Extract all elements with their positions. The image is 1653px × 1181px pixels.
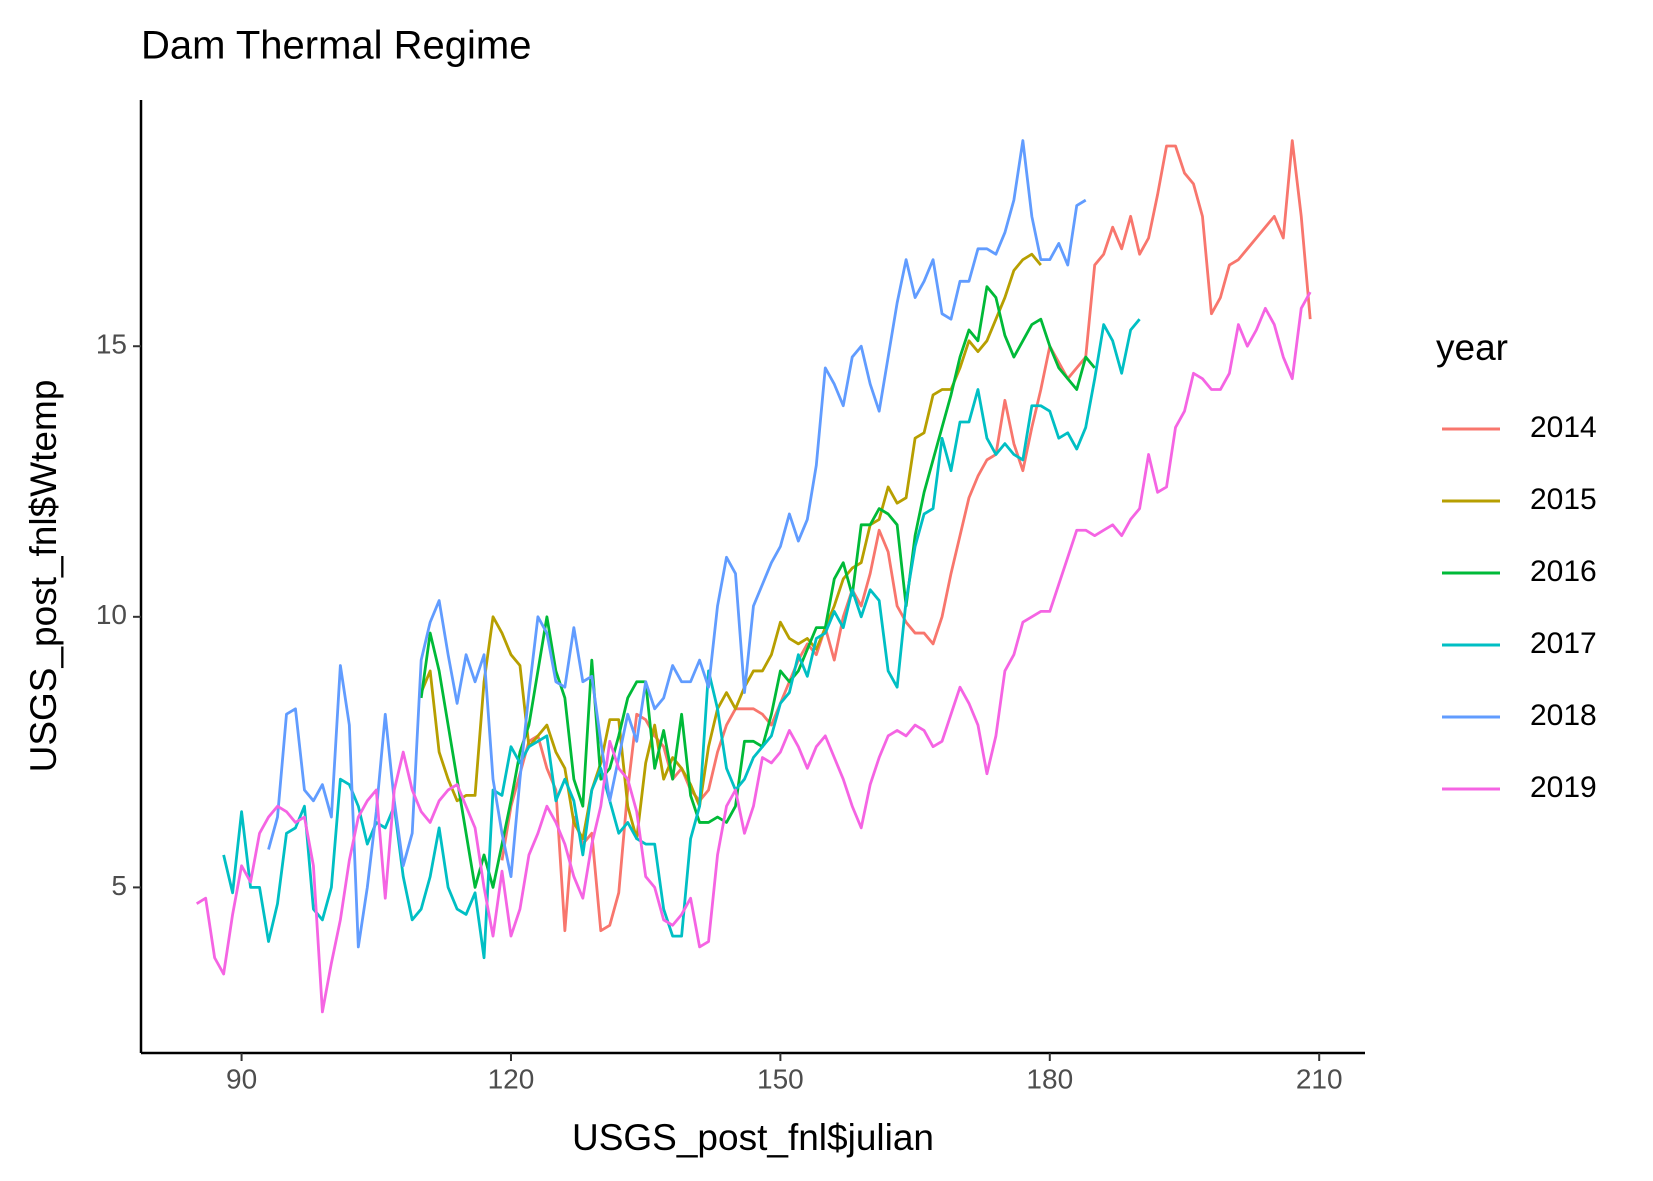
series-line (419, 252, 1042, 841)
legend-label: 2018 (1530, 699, 1597, 732)
x-axis-title: USGS_post_fnl$julian (572, 1117, 934, 1158)
y-tick-label: 5 (111, 870, 127, 901)
legend-label: 2014 (1530, 411, 1597, 444)
x-tick-label: 90 (226, 1063, 257, 1094)
legend-title: year (1436, 327, 1508, 368)
y-tick-label: 15 (96, 329, 127, 360)
y-axis-title: USGS_post_fnl$Wtemp (23, 380, 64, 773)
series-line (195, 291, 1312, 1014)
legend-label: 2016 (1530, 555, 1597, 588)
legend-label: 2015 (1530, 483, 1597, 516)
x-tick-label: 210 (1296, 1063, 1343, 1094)
x-tick-label: 180 (1026, 1063, 1073, 1094)
legend-label: 2019 (1530, 771, 1597, 804)
chart-title: Dam Thermal Regime (141, 24, 532, 68)
x-tick-label: 150 (757, 1063, 804, 1094)
series-line (500, 139, 1312, 933)
series-line (419, 285, 1096, 889)
y-tick-label: 10 (96, 599, 127, 630)
x-tick-label: 120 (488, 1063, 535, 1094)
series-line (267, 139, 1087, 949)
legend-label: 2017 (1530, 627, 1597, 660)
